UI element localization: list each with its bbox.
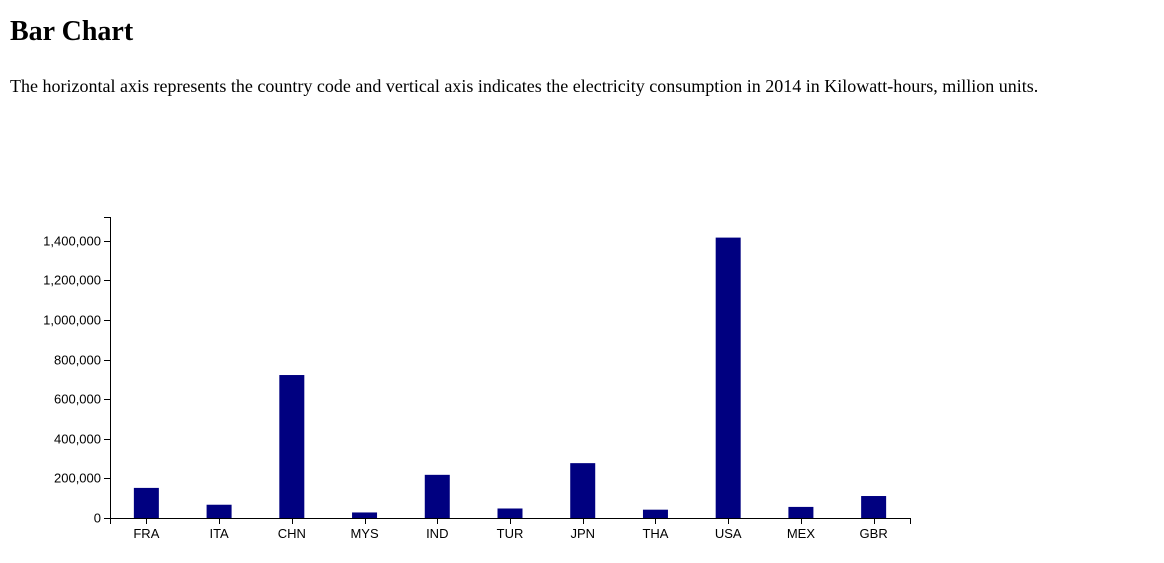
y-tick-label: 0 xyxy=(94,511,101,526)
y-axis-line xyxy=(104,217,111,519)
bar-tur xyxy=(497,508,523,518)
bar-fra xyxy=(133,487,159,518)
bars xyxy=(133,237,887,519)
x-tick-label: MYS xyxy=(350,526,379,541)
y-tick-label: 1,000,000 xyxy=(43,313,101,328)
chart-description: The horizontal axis represents the count… xyxy=(10,76,1039,96)
bar-jpn xyxy=(570,463,596,518)
y-axis: 0 200,000 400,000 600,000 800,000 1,000,000 1,… xyxy=(43,217,111,526)
y-tick-label: 200,000 xyxy=(54,471,101,486)
x-tick-label: USA xyxy=(715,526,742,541)
bar-ind xyxy=(424,474,450,518)
bar-ita xyxy=(206,504,232,518)
x-tick-label: JPN xyxy=(570,526,595,541)
x-tick-label: FRA xyxy=(133,526,159,541)
bar-mys xyxy=(352,512,378,518)
x-tick-label: CHN xyxy=(278,526,306,541)
y-tick-label: 400,000 xyxy=(54,432,101,447)
x-tick-label: THA xyxy=(642,526,668,541)
bar-usa xyxy=(715,237,741,519)
y-tick-label: 600,000 xyxy=(54,392,101,407)
y-tick-label: 800,000 xyxy=(54,353,101,368)
page-title: Bar Chart xyxy=(10,16,134,47)
x-tick-label: ITA xyxy=(209,526,229,541)
x-tick-label: TUR xyxy=(497,526,524,541)
x-tick-label: MEX xyxy=(787,526,816,541)
bar-tha xyxy=(642,509,668,518)
y-tick-label: 1,200,000 xyxy=(43,273,101,288)
x-tick-label: IND xyxy=(426,526,448,541)
bar-chn xyxy=(279,375,305,518)
bar-gbr xyxy=(861,496,887,518)
x-axis: FRA ITA CHN MYS IND TUR JPN THA USA MEX GBR xyxy=(110,518,911,541)
x-tick-label: GBR xyxy=(860,526,888,541)
y-tick-label: 1,400,000 xyxy=(43,234,101,249)
bar-mex xyxy=(788,506,814,518)
